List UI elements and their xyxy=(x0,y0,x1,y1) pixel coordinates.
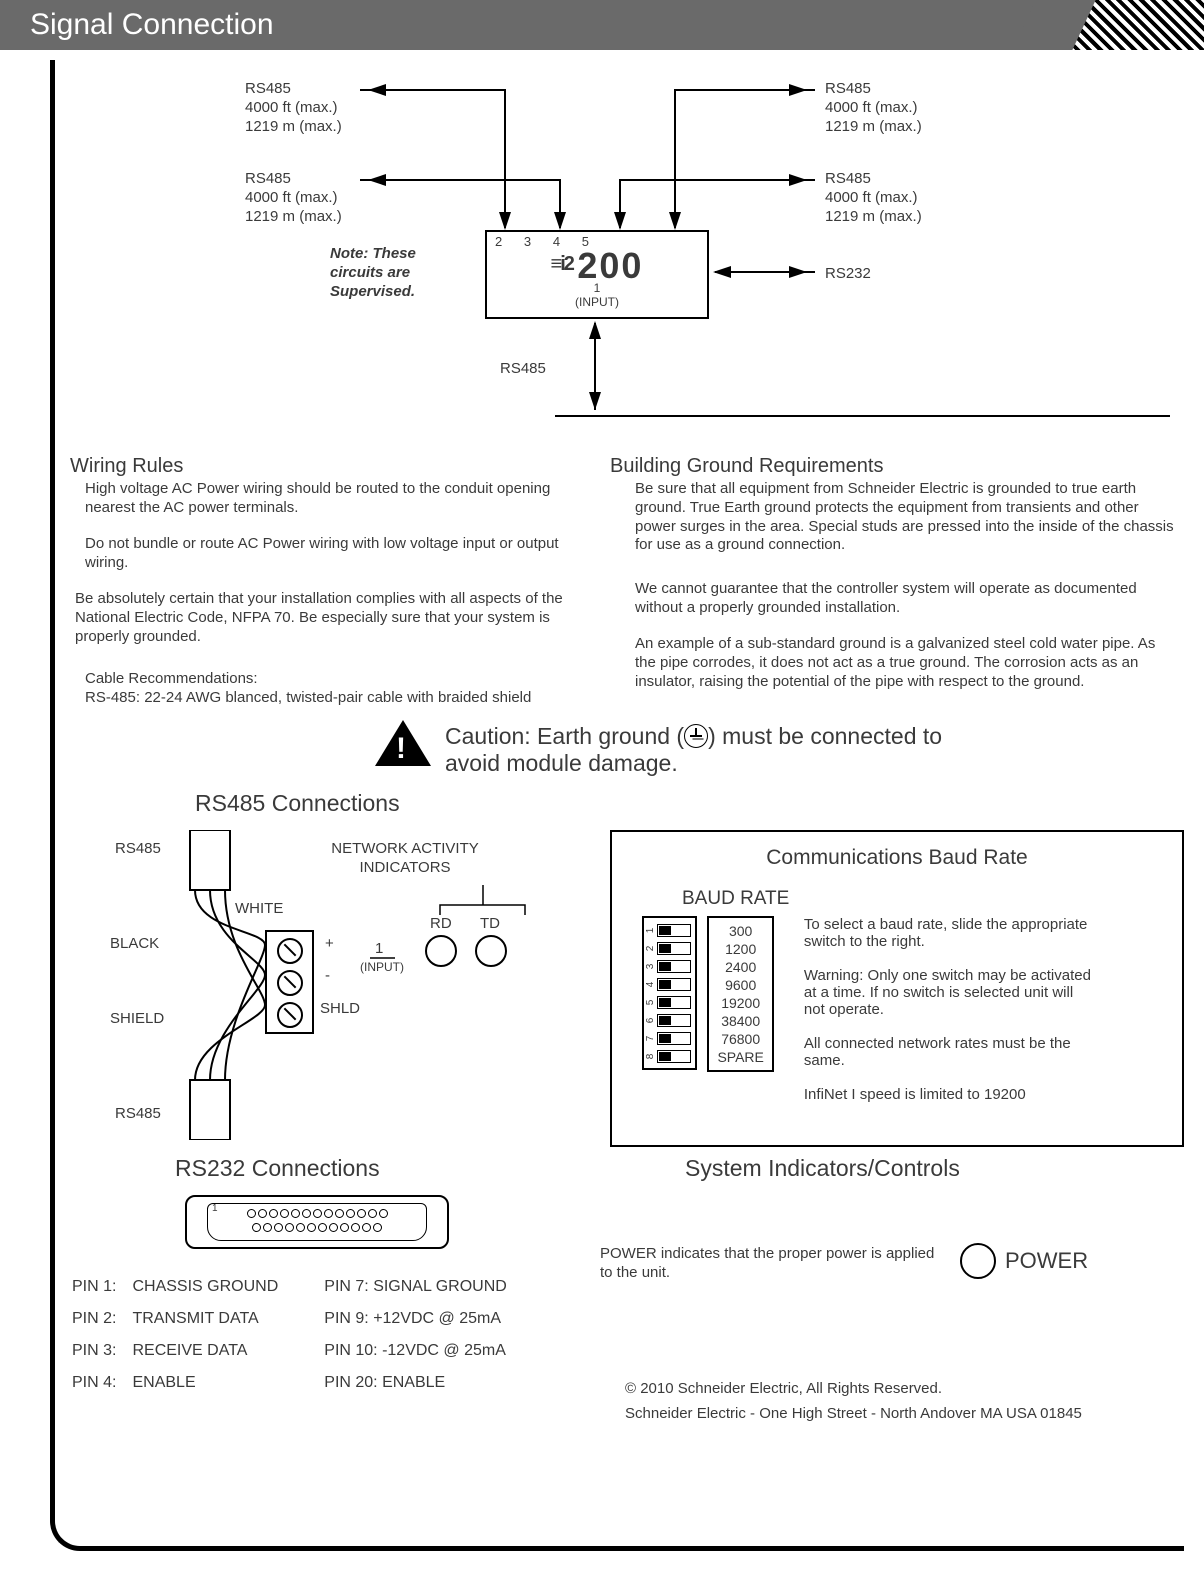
td-led xyxy=(475,935,507,967)
port1-input-label: (INPUT) xyxy=(360,960,404,974)
cable-rec-title: Cable Recommendations: xyxy=(85,670,258,687)
rs485-top-cable-label: RS485 xyxy=(115,840,161,859)
terminal-block xyxy=(265,930,314,1034)
rd-label: RD xyxy=(430,915,452,934)
rs485-bottom-cable-label: RS485 xyxy=(115,1105,161,1124)
wiring-rules-p1: High voltage AC Power wiring should be r… xyxy=(85,480,595,518)
rs485-connections-diagram: RS485 RS485 WHITE BLACK SHIELD + - SHLD … xyxy=(95,830,565,1140)
caution-text: Caution: Earth ground () must be connect… xyxy=(445,723,945,777)
power-indicator-text: POWER indicates that the proper power is… xyxy=(600,1245,950,1283)
shield-wire-label: SHIELD xyxy=(110,1010,164,1029)
page-header: Signal Connection xyxy=(0,0,1204,50)
dip-switch-block[interactable]: 1 2 3 4 5 6 7 8 xyxy=(642,916,697,1070)
baud-rate-list: 300 1200 2400 9600 19200 38400 76800 SPA… xyxy=(707,916,773,1072)
network-activity-label: NETWORK ACTIVITY INDICATORS xyxy=(315,840,495,878)
black-wire-label: BLACK xyxy=(110,935,159,954)
power-led xyxy=(960,1243,996,1279)
signal-connection-diagram: 2 3 4 5 ≡i2 200 1 (INPUT) xyxy=(55,60,1175,430)
footer-copyright: © 2010 Schneider Electric, All Rights Re… xyxy=(625,1380,942,1397)
rs232-connections-title: RS232 Connections xyxy=(175,1155,380,1182)
warning-icon: ! xyxy=(375,720,431,766)
port1-label: 1 xyxy=(375,940,383,959)
ground-req-p2: We cannot guarantee that the controller … xyxy=(635,580,1180,618)
terminal-shld: SHLD xyxy=(320,1000,360,1019)
footer-address: Schneider Electric - One High Street - N… xyxy=(625,1405,1082,1422)
baud-p2: Warning: Only one switch may be activate… xyxy=(804,967,1094,1018)
power-label: POWER xyxy=(1005,1248,1088,1274)
td-label: TD xyxy=(480,915,500,934)
baud-p4: InfiNet I speed is limited to 19200 xyxy=(804,1086,1094,1103)
ground-req-p3: An example of a sub-standard ground is a… xyxy=(635,635,1180,691)
page-title: Signal Connection xyxy=(30,8,274,41)
baud-rate-label: BAUD RATE xyxy=(682,888,1162,910)
rs232-pin-table: PIN 1:CHASSIS GROUND PIN 7: SIGNAL GROUN… xyxy=(70,1270,523,1400)
rs485-connections-title: RS485 Connections xyxy=(195,790,400,817)
ground-req-title: Building Ground Requirements xyxy=(610,455,884,478)
wiring-rules-title: Wiring Rules xyxy=(70,455,183,478)
header-hatch-decoration xyxy=(1064,0,1204,50)
baud-p3: All connected network rates must be the … xyxy=(804,1035,1094,1069)
db-connector: 1 xyxy=(185,1195,449,1249)
baud-p1: To select a baud rate, slide the appropr… xyxy=(804,916,1094,950)
white-wire-label: WHITE xyxy=(235,900,283,919)
wiring-rules-p3: Be absolutely certain that your installa… xyxy=(75,590,605,646)
cable-rec-text: RS-485: 22-24 AWG blanced, twisted-pair … xyxy=(85,689,531,706)
terminal-minus: - xyxy=(325,967,330,986)
cable-rec: Cable Recommendations: RS-485: 22-24 AWG… xyxy=(85,670,595,708)
terminal-plus: + xyxy=(325,935,334,954)
ground-symbol-icon xyxy=(684,724,708,748)
diagram-arrows xyxy=(55,60,1175,430)
rd-led xyxy=(425,935,457,967)
baud-rate-panel: Communications Baud Rate BAUD RATE 1 2 3… xyxy=(610,830,1184,1147)
ground-req-p1: Be sure that all equipment from Schneide… xyxy=(635,480,1180,555)
baud-rate-title: Communications Baud Rate xyxy=(632,846,1162,870)
wiring-rules-p2: Do not bundle or route AC Power wiring w… xyxy=(85,535,595,573)
system-indicators-title: System Indicators/Controls xyxy=(685,1155,960,1182)
